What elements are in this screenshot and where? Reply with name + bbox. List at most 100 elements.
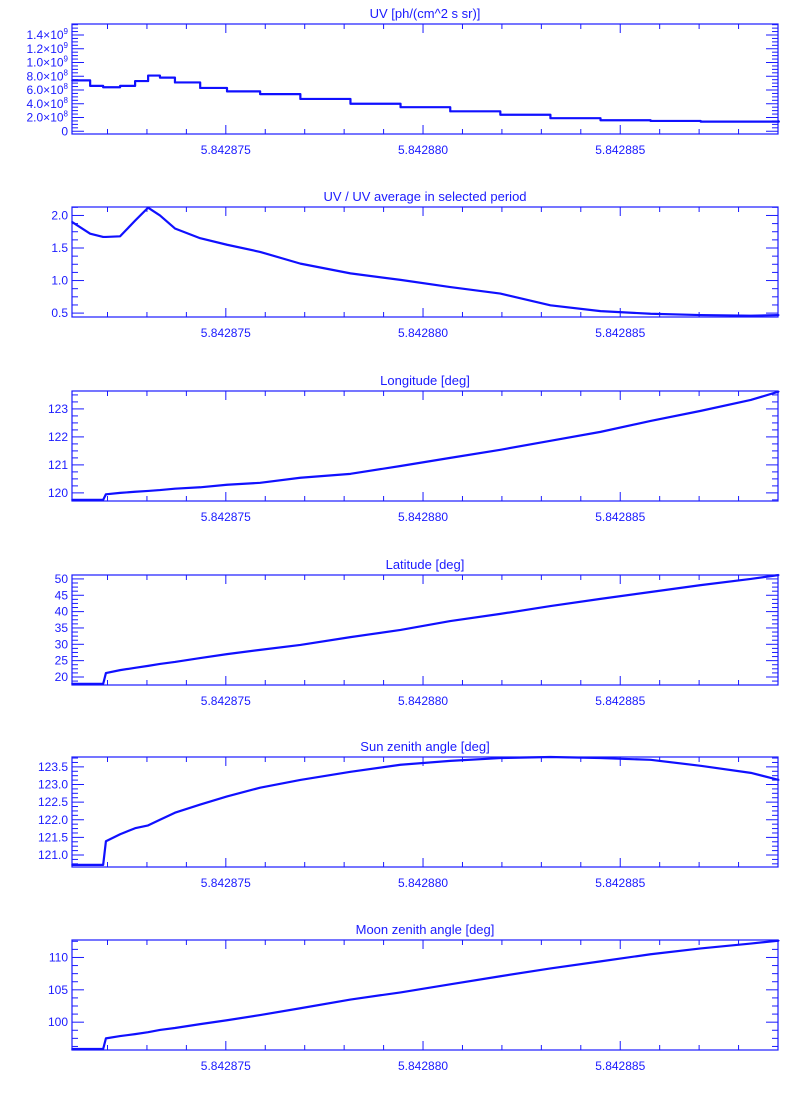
data-point <box>777 120 780 122</box>
data-point <box>649 312 652 315</box>
y-tick-mantissa: 2.0×10 <box>27 111 64 125</box>
data-point <box>226 795 228 798</box>
chart-title: UV [ph/(cm^2 s sr)] <box>370 6 481 21</box>
y-tick-mantissa: 30 <box>55 637 69 651</box>
chart-title: UV / UV average in selected period <box>323 189 526 204</box>
data-point <box>89 232 91 235</box>
y-tick-mantissa: 0 <box>61 124 68 138</box>
y-tick-mantissa: 25 <box>55 654 69 668</box>
x-tick-label: 5.842880 <box>398 1059 448 1073</box>
y-tick-label: 121 <box>48 458 68 472</box>
data-point <box>71 1048 73 1050</box>
data-point <box>226 243 228 246</box>
y-tick-label: 8.0×108 <box>27 68 69 83</box>
y-tick-label: 40 <box>55 605 69 619</box>
data-point <box>549 117 552 119</box>
y-tick-label: 121.0 <box>38 848 68 862</box>
y-tick-exponent: 8 <box>64 96 69 105</box>
data-point <box>749 942 752 945</box>
x-tick-label: 5.842880 <box>398 876 448 890</box>
data-point <box>102 683 104 685</box>
series-line <box>72 390 780 501</box>
y-tick-mantissa: 6.0×10 <box>27 83 64 97</box>
data-point <box>147 1031 149 1034</box>
data-point <box>259 786 261 789</box>
series-line <box>72 573 779 685</box>
chart-panel-3: Longitude [deg] 5.842875 5.842880 5.842885 1… <box>48 373 780 524</box>
chart-panel-4: Latitude [deg] 5.842875 5.842880 5.842885 20… <box>55 557 780 708</box>
plot-frame <box>71 390 779 502</box>
y-tick-mantissa: 121 <box>48 458 68 472</box>
y-tick-label: 2.0×108 <box>27 110 69 125</box>
data-point <box>71 221 73 223</box>
x-tick-label: 5.842880 <box>398 326 448 340</box>
data-point <box>102 864 104 866</box>
series-line <box>72 755 780 866</box>
data-point <box>777 390 780 393</box>
data-point <box>174 227 176 230</box>
y-tick-mantissa: 45 <box>55 588 69 602</box>
data-point <box>649 759 652 761</box>
y-tick-label: 20 <box>55 670 69 684</box>
data-point <box>399 763 402 766</box>
data-point <box>71 683 73 685</box>
plot-frame <box>71 206 779 318</box>
data-point <box>119 85 121 87</box>
data-point <box>147 490 149 492</box>
data-point <box>199 1023 201 1025</box>
y-tick-label: 100 <box>48 1015 68 1029</box>
y-tick-mantissa: 122.0 <box>38 813 68 827</box>
data-point <box>499 292 502 295</box>
data-point <box>134 490 136 493</box>
series-line <box>72 939 779 1051</box>
data-point <box>134 80 136 82</box>
data-point <box>599 757 602 759</box>
data-point <box>349 272 352 275</box>
data-point <box>699 410 702 412</box>
data-point <box>134 827 136 830</box>
data-point <box>147 824 149 827</box>
x-tick-label: 5.842885 <box>595 876 645 890</box>
y-tick-mantissa: 123 <box>48 402 68 416</box>
y-tick-label: 121.5 <box>38 830 68 844</box>
data-point <box>71 499 73 501</box>
data-point <box>259 1014 261 1016</box>
data-point <box>259 251 261 253</box>
y-tick-label: 4.0×108 <box>27 96 69 111</box>
data-point <box>199 486 201 489</box>
data-point <box>349 102 352 105</box>
data-point <box>777 314 780 316</box>
data-point <box>549 605 552 607</box>
data-point <box>399 106 402 108</box>
data-point <box>299 262 302 265</box>
data-point <box>105 840 107 843</box>
y-tick-mantissa: 2.0 <box>51 208 68 222</box>
y-tick-label: 1.0×109 <box>27 55 69 70</box>
y-tick-exponent: 8 <box>64 110 69 119</box>
data-point <box>174 1027 176 1029</box>
data-point <box>449 457 452 459</box>
data-point <box>399 465 402 467</box>
data-point <box>89 1048 91 1050</box>
data-point <box>134 667 136 669</box>
data-point <box>649 953 652 956</box>
data-point <box>159 663 161 665</box>
data-point <box>499 613 502 615</box>
data-point <box>699 314 702 316</box>
data-point <box>549 967 552 970</box>
y-tick-label: 1.4×109 <box>27 27 69 42</box>
data-point <box>89 85 91 87</box>
y-tick-label: 1.5 <box>51 241 68 255</box>
data-point <box>226 90 228 93</box>
y-tick-mantissa: 1.5 <box>51 241 68 255</box>
data-point <box>134 1033 136 1035</box>
y-tick-label: 123.0 <box>38 778 68 792</box>
plot-frame <box>71 574 779 686</box>
chart-title: Sun zenith angle [deg] <box>360 739 489 754</box>
y-tick-mantissa: 1.0×10 <box>27 56 64 70</box>
x-tick-label: 5.842880 <box>398 510 448 524</box>
data-point <box>159 489 161 491</box>
y-tick-label: 123 <box>48 402 68 416</box>
data-point <box>102 1048 104 1050</box>
data-point <box>174 661 176 663</box>
